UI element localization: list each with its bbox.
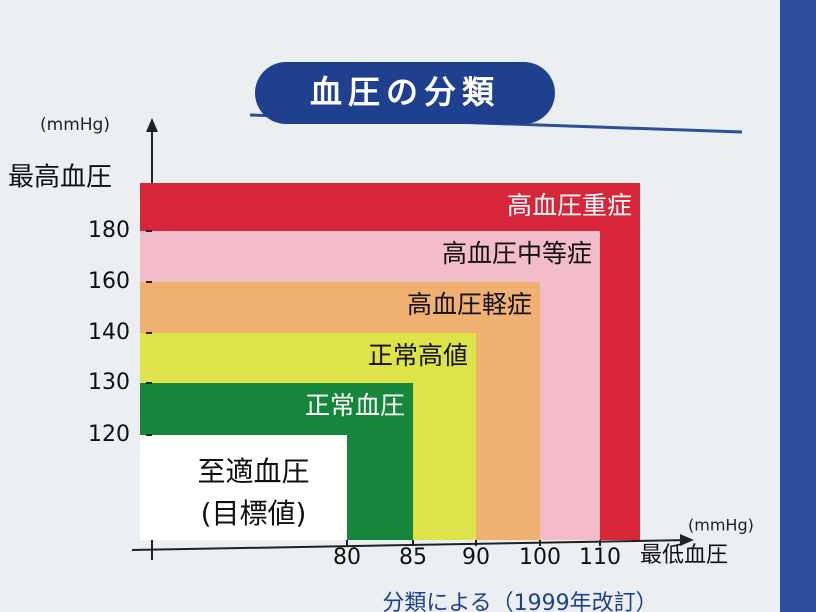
- y-tick-label: 180: [88, 218, 130, 243]
- region-label: 正常高値: [368, 341, 468, 370]
- x-tick-label: 90: [462, 545, 490, 570]
- footer: 分類による（1999年改訂）: [382, 591, 657, 612]
- x-arrow: [680, 534, 694, 546]
- x-axis-label: 最低血圧: [640, 543, 728, 568]
- region: [140, 435, 347, 540]
- region-label: 至適血圧: [197, 455, 309, 488]
- y-arrow: [146, 118, 158, 132]
- region-label: 高血圧中等症: [442, 239, 592, 268]
- side-band: [780, 0, 816, 612]
- x-unit: (mmHg): [688, 516, 754, 535]
- chart-title: 血圧の分類: [310, 73, 500, 111]
- x-tick-label: 110: [579, 545, 621, 570]
- region-sublabel: (目標値): [201, 497, 307, 530]
- x-axis: [131, 539, 691, 551]
- x-tick-label: 100: [519, 545, 561, 570]
- region-label: 高血圧軽症: [407, 290, 532, 319]
- x-tick-label: 85: [399, 545, 427, 570]
- region-label: 正常血圧: [305, 391, 405, 420]
- region-label: 高血圧重症: [507, 191, 632, 220]
- x-tick-label: 80: [333, 545, 361, 570]
- title-pill: [255, 62, 555, 124]
- y-tick-label: 160: [88, 269, 130, 294]
- y-tick-label: 140: [88, 320, 130, 345]
- y-unit: (mmHg): [40, 115, 110, 135]
- y-tick-label: 120: [88, 422, 130, 447]
- y-tick-label: 130: [88, 370, 130, 395]
- y-axis-label: 最高血圧: [8, 163, 112, 193]
